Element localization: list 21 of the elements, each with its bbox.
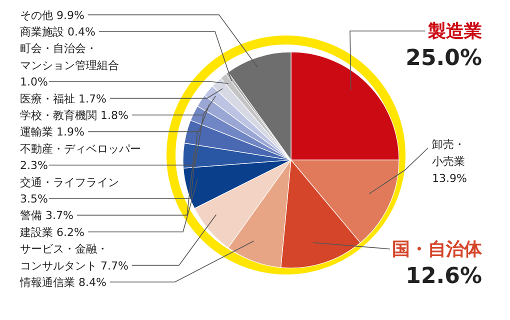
- data-label: 13.9%: [432, 172, 467, 185]
- slice-label: サービス・金融・コンサルタント 7.7%: [20, 242, 128, 272]
- data-label: 25.0%: [406, 46, 482, 71]
- slice-label: 学校・教育機関 1.8%: [20, 109, 128, 122]
- slice-label: 製造業: [427, 21, 482, 42]
- slice-label: 交通・ライフライン: [20, 176, 119, 189]
- slice-label: 運輸業 1.9%: [20, 126, 84, 139]
- slice-label: 建設業 6.2%: [19, 226, 84, 239]
- data-label: 12.6%: [406, 264, 482, 289]
- slice-label: 警備 3.7%: [20, 209, 74, 222]
- slice-label: 町会・自治会・マンション管理組合: [20, 42, 119, 72]
- data-label: 2.3%: [20, 159, 48, 172]
- slice-label: 商業施設 0.4%: [20, 26, 96, 38]
- slice-label: 情報通信業 8.4%: [19, 276, 106, 289]
- slice-label: その他 9.9%: [20, 8, 84, 22]
- slice-label: 医療・福祉 1.7%: [20, 92, 106, 106]
- slice-label: 不動産・ディベロッパー: [20, 142, 141, 156]
- data-label: 1.0%: [20, 76, 48, 89]
- slice-label: 卸売・小売業: [432, 138, 465, 168]
- slice-label: 国・自治体: [392, 239, 483, 260]
- data-label: 3.5%: [20, 192, 48, 206]
